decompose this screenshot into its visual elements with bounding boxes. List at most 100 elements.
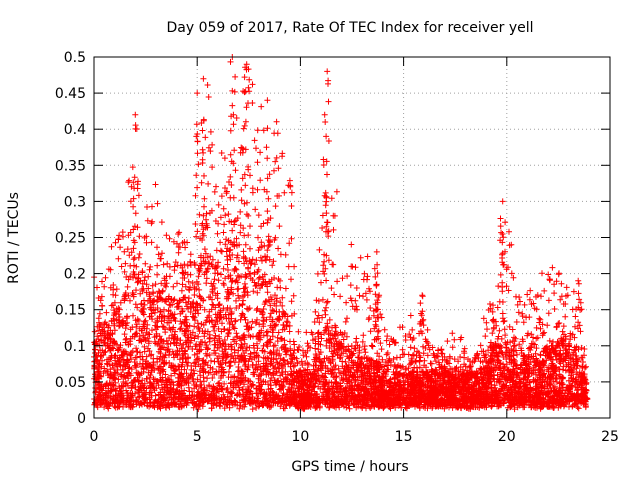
data-point [514,404,521,411]
data-point [121,331,128,338]
data-point [162,329,169,336]
data-point [195,333,202,340]
data-point [338,350,345,357]
data-point [230,290,237,297]
data-point [238,337,244,344]
data-point [236,295,243,302]
data-point [222,275,229,282]
data-point [238,357,245,364]
data-point [354,401,361,407]
data-point [102,348,109,355]
data-point [323,355,330,362]
data-point [221,326,227,333]
data-point [272,342,278,349]
data-point [233,334,240,341]
data-point [274,338,281,345]
data-point [239,386,246,393]
data-point [132,301,139,308]
data-point [504,404,511,411]
data-point [95,368,102,375]
data-point [255,395,261,402]
data-point [221,282,227,288]
data-point [195,273,202,280]
data-point [176,348,183,355]
data-point [222,360,229,367]
data-point [268,375,275,381]
data-point [488,381,495,388]
data-point [182,313,189,320]
data-point [260,317,267,324]
data-point [215,325,222,332]
data-point [215,380,222,387]
data-point [330,343,337,350]
data-point [133,321,140,328]
data-point [109,362,116,369]
data-point [458,405,465,412]
data-point [170,314,177,321]
data-point [230,336,237,343]
data-point [572,379,579,386]
data-point [332,362,339,369]
data-point [221,337,228,343]
data-point [518,389,525,396]
data-point [219,355,226,362]
data-point [320,358,327,365]
data-point [168,372,175,379]
data-point [276,350,283,357]
data-point [171,311,178,318]
data-point [179,354,186,361]
data-point [286,381,293,388]
data-point [196,368,203,375]
data-point [201,271,208,278]
data-point [516,384,523,390]
data-point [196,286,203,293]
data-point [105,331,112,338]
data-point [141,301,148,308]
data-point [156,356,163,363]
data-point [141,318,148,325]
data-point [231,373,238,380]
data-point [134,348,141,355]
data-point [233,254,240,261]
data-point [236,405,243,412]
data-point [211,276,218,283]
data-point [499,350,506,357]
data-point [574,404,581,411]
data-point [190,367,197,374]
data-point [164,341,171,348]
data-point [345,402,352,409]
data-point [332,379,339,385]
data-point [133,330,140,337]
data-point [234,286,241,293]
data-point [493,387,500,394]
data-point [346,405,353,412]
data-point [162,371,169,378]
data-point [286,328,293,335]
data-point [505,367,511,374]
data-point [231,397,238,404]
data-point [103,367,109,374]
data-point [270,343,277,350]
data-point [149,316,156,323]
data-point [211,358,218,365]
data-point [343,398,350,405]
data-point [256,321,263,328]
data-point [249,318,256,325]
data-point [254,305,261,312]
data-point [232,265,239,272]
data-point [203,352,210,359]
data-point [182,378,188,384]
data-point [138,380,145,387]
data-point [252,283,259,289]
data-point [264,289,271,296]
data-point [339,400,345,407]
data-point [263,329,270,336]
data-point [196,343,203,349]
data-point [492,384,499,391]
data-point [278,335,284,342]
data-point [235,258,242,265]
data-point [367,380,374,387]
data-point [150,301,157,308]
data-point [237,344,244,351]
